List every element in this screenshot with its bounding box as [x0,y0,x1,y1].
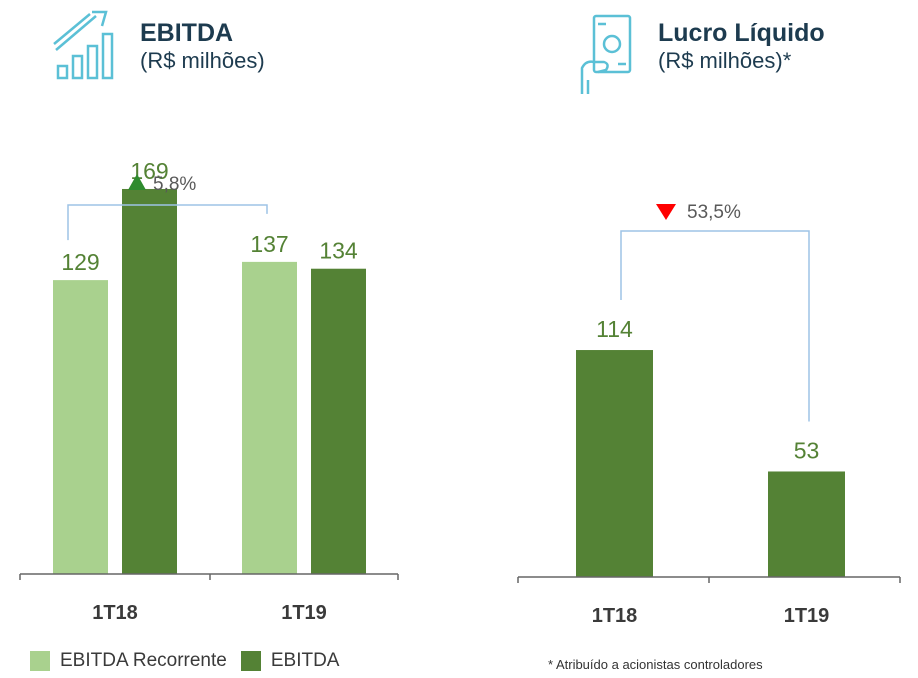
bar-lucro-1t18 [576,350,653,577]
change-label: 53,5% [687,202,741,223]
lucro-subtitle: (R$ milhões)* [658,48,792,73]
bar-ebitda-recorrente-1t19 [242,261,297,574]
footnote: * Atribuído a acionistas controladores [548,657,763,672]
ebitda-legend: EBITDA Recorrente EBITDA [30,650,353,672]
ebitda-panel-title-block: EBITDA (R$ milhões) [140,18,265,74]
legend-item-ebitda-recorrente: EBITDA Recorrente [30,650,227,672]
legend-swatch-light [30,651,50,671]
data-label: 129 [61,249,99,275]
data-label: 134 [319,238,358,264]
data-label: 53 [794,437,820,463]
down-arrow-icon [656,204,676,220]
ebitda-title: EBITDA [140,19,234,47]
growth-chart-icon [52,10,122,87]
bar-ebitda-recorrente-1t18 [53,280,108,574]
x-tick-label: 1T19 [784,605,830,627]
change-bracket [67,204,268,241]
change-label: 5,8% [153,174,196,195]
data-label: 137 [250,231,288,257]
legend-label: EBITDA [270,650,340,671]
bar-ebitda-1t19 [311,268,366,574]
legend-item-ebitda: EBITDA [240,650,340,672]
change-bracket [620,230,810,422]
lucro-panel-title-block: Lucro Líquido (R$ milhões)* [658,18,825,74]
data-label: 114 [596,316,633,342]
x-tick-label: 1T18 [592,605,638,627]
hand-holding-money-icon [578,10,638,103]
up-arrow-icon [128,174,146,190]
x-tick-label: 1T18 [92,602,138,624]
x-tick-label: 1T19 [281,602,327,624]
ebitda-subtitle: (R$ milhões) [140,48,265,73]
lucro-title: Lucro Líquido [658,19,825,47]
bar-ebitda-1t18 [122,188,177,574]
legend-label: EBITDA Recorrente [60,650,227,671]
legend-swatch-dark [240,651,261,671]
bar-lucro-1t19 [768,471,845,577]
